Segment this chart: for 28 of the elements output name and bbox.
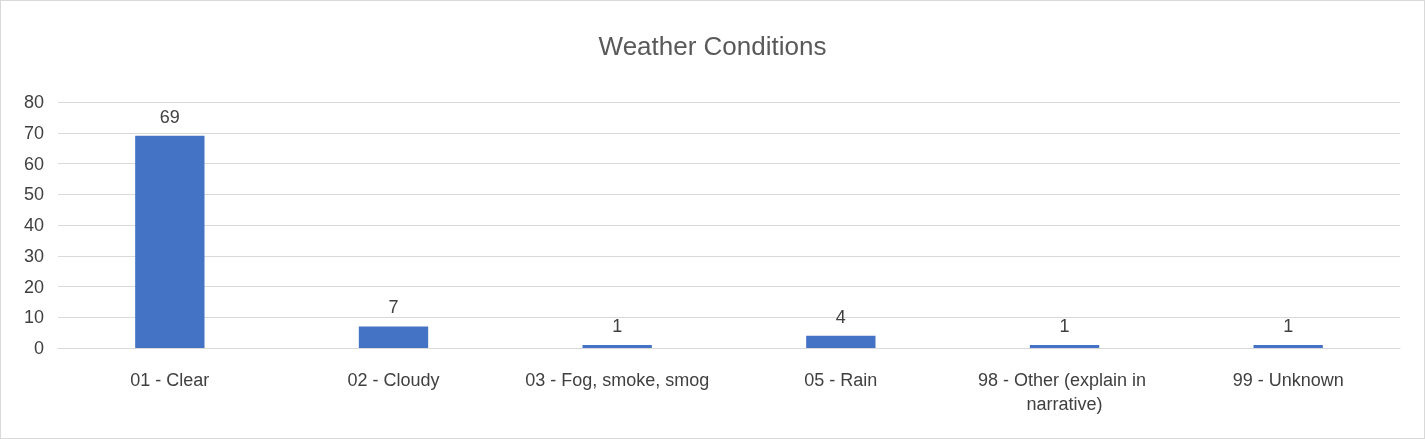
bar	[358, 326, 429, 348]
y-tick-label: 50	[23, 184, 44, 205]
x-tick-label: 03 - Fog, smoke, smog	[525, 370, 710, 390]
x-tick-label: 05 - Rain	[804, 370, 878, 390]
data-label: 7	[388, 297, 399, 318]
data-label: 1	[612, 315, 623, 336]
x-tick-label: 02 - Cloudy	[347, 370, 440, 390]
y-tick-label: 30	[23, 245, 44, 266]
bar	[1029, 344, 1100, 348]
bar	[135, 135, 205, 348]
y-tick-label: 60	[23, 153, 44, 174]
x-tick-label: 01 - Clear	[130, 370, 210, 390]
data-label: 1	[1283, 315, 1294, 336]
bar	[806, 335, 876, 348]
y-tick-label: 70	[23, 122, 44, 143]
data-label: 69	[159, 106, 180, 127]
y-tick-label: 0	[33, 338, 44, 358]
x-tick-label: 98 - Other (explain in narrative)	[977, 370, 1152, 414]
chart-title: Weather Conditions	[598, 31, 827, 61]
data-label: 1	[1059, 315, 1070, 336]
bar	[1253, 344, 1323, 348]
data-label: 4	[835, 306, 846, 327]
x-tick-label: 99 - Unknown	[1232, 370, 1344, 390]
y-tick-label: 80	[23, 92, 44, 112]
bar	[582, 344, 652, 348]
y-tick-label: 20	[23, 276, 44, 297]
y-tick-label: 10	[23, 307, 44, 328]
y-tick-label: 40	[23, 215, 44, 235]
